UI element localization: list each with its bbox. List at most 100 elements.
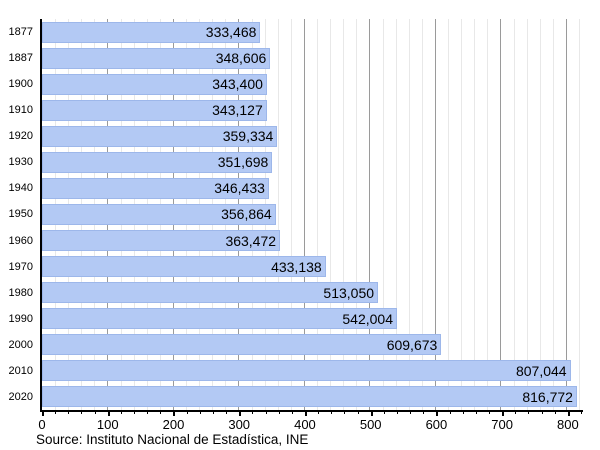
bar: 513,050: [42, 282, 379, 304]
gridline-minor: [343, 19, 345, 410]
bar-value-label: 609,673: [386, 336, 438, 353]
y-axis-label: 1940: [8, 182, 33, 195]
x-axis-tick-minor: [68, 410, 70, 414]
x-axis-tick-major: [567, 410, 570, 416]
x-axis-tick-minor: [291, 410, 293, 414]
bar: 351,698: [42, 151, 273, 173]
x-axis-tick-minor: [120, 410, 122, 414]
x-axis-tick-label: 800: [557, 417, 579, 432]
x-axis-tick-minor: [199, 410, 201, 414]
gridline-minor: [552, 19, 554, 410]
x-axis-tick-label: 700: [491, 417, 514, 432]
x-axis-tick-major: [502, 410, 505, 416]
bar-row: 1887 348,606: [9, 45, 583, 71]
bar: 433,138: [42, 256, 326, 278]
gridline-minor: [448, 19, 450, 410]
bar-value-label: 343,400: [212, 76, 263, 93]
x-axis-ticks: [40, 410, 583, 418]
x-axis-tick-label: 200: [162, 417, 185, 432]
gridline-minor: [487, 19, 489, 410]
bar: 343,127: [42, 99, 267, 121]
y-axis-label: 2010: [8, 364, 33, 377]
bar-row: 1910 343,127: [9, 97, 583, 123]
bar-row: 1900 343,400: [9, 71, 583, 97]
x-axis-tick-label: 300: [228, 417, 251, 432]
gridline-minor: [330, 19, 332, 410]
x-axis-tick-label: 500: [359, 417, 382, 432]
y-axis-label: 1910: [8, 104, 33, 117]
x-axis-tick-label: 400: [294, 417, 316, 432]
x-axis-tick-major: [436, 410, 439, 416]
bar-value-label: 346,433: [214, 180, 265, 197]
gridline-minor: [526, 19, 528, 410]
x-axis-tick-major: [304, 410, 307, 416]
bar-row: 1940 346,433: [9, 175, 583, 201]
gridline-minor: [317, 19, 319, 410]
x-axis-tick-label: 600: [425, 417, 448, 432]
gridline-minor: [513, 19, 515, 410]
x-axis-tick-minor: [423, 410, 425, 414]
x-axis-tick-minor: [462, 410, 464, 414]
bar: 359,334: [42, 125, 278, 147]
bar-row: 1970 433,138: [9, 254, 583, 280]
gridline-major: [500, 19, 502, 410]
x-axis-tick-minor: [186, 410, 188, 414]
x-axis-tick-major: [370, 410, 373, 416]
x-axis-tick-minor: [265, 410, 267, 414]
bar-value-label: 807,044: [515, 362, 567, 379]
bar-row: 1877 333,468: [9, 19, 583, 45]
bar-value-label: 343,127: [212, 102, 263, 119]
bar-value-label: 433,138: [271, 258, 322, 275]
bar-value-label: 359,334: [222, 128, 274, 145]
x-axis-tick-minor: [541, 410, 543, 414]
y-axis-label: 1980: [8, 286, 33, 299]
bar-value-label: 816,772: [522, 388, 573, 405]
y-axis-label: 1900: [8, 78, 33, 91]
gridline-minor: [539, 19, 541, 410]
x-axis-tick-minor: [396, 410, 398, 414]
bar-row: 2000 609,673: [9, 332, 583, 358]
bar: 346,433: [42, 177, 269, 199]
gridline-minor: [461, 19, 463, 410]
gridline-minor: [290, 19, 292, 410]
bar: 333,468: [42, 21, 261, 43]
bar-row: 1960 363,472: [9, 228, 583, 254]
bar-row: 1990 542,004: [9, 306, 583, 332]
gridline-major: [369, 19, 371, 410]
bar-value-label: 333,468: [205, 24, 257, 41]
x-axis-tick-minor: [318, 410, 320, 414]
bar: 348,606: [42, 47, 271, 69]
y-axis-label: 1960: [8, 234, 33, 247]
bar: 609,673: [42, 334, 442, 356]
x-axis-tick-minor: [331, 410, 333, 414]
bar: 363,472: [42, 230, 281, 252]
x-axis-tick-minor: [160, 410, 162, 414]
x-axis-tick-label: 100: [96, 417, 119, 432]
gridline-minor: [408, 19, 410, 410]
x-axis-tick-minor: [134, 410, 136, 414]
bar-row: 1920 359,334: [9, 123, 583, 149]
x-axis-tick-major: [107, 410, 110, 416]
gridline-minor: [395, 19, 397, 410]
bar-value-label: 348,606: [215, 50, 267, 67]
bar-value-label: 356,864: [221, 206, 272, 223]
x-axis-tick-minor: [81, 410, 83, 414]
bar: 343,400: [42, 73, 267, 95]
bar: 807,044: [42, 360, 571, 382]
x-axis-tick-major: [173, 410, 176, 416]
x-axis-tick-minor: [410, 410, 412, 414]
gridline-minor: [421, 19, 423, 410]
x-axis-tick-minor: [344, 410, 346, 414]
bar: 816,772: [42, 386, 577, 408]
y-axis-label: 1920: [8, 130, 33, 143]
y-axis-label: 1877: [8, 26, 33, 39]
bar-value-label: 363,472: [225, 232, 277, 249]
bar-value-label: 351,698: [217, 154, 269, 171]
bar-row: 2020 816,772: [9, 384, 583, 410]
x-axis-tick-label: 0: [38, 417, 46, 432]
bar-row: 1950 356,864: [9, 201, 583, 227]
bar-row: 1980 513,050: [9, 280, 583, 306]
x-axis-tick-minor: [357, 410, 359, 414]
x-axis-tick-minor: [278, 410, 280, 414]
